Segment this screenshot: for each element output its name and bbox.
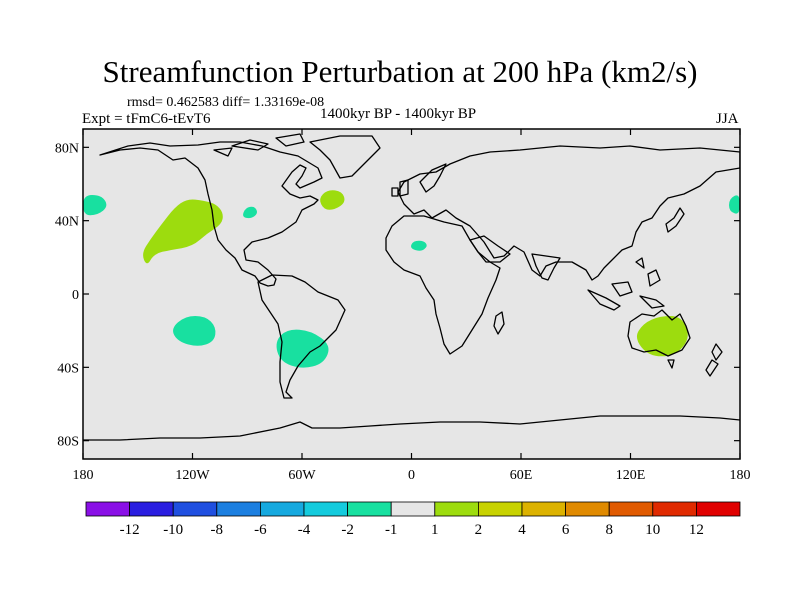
anomaly-south-america-negative <box>276 329 329 368</box>
colorbar-swatch <box>521 501 566 517</box>
colorbar-swatch <box>216 501 261 517</box>
axes-layer: 180 120W 60W 0 60E 120E 180 80N 40N 0 40S 80S <box>55 129 751 483</box>
anomaly-north-atlantic-positive <box>320 190 345 210</box>
colorbar: -12 -10 -8 -6 -4 -2 -1 1 2 4 6 8 10 12 <box>85 501 741 538</box>
x-tick-label: 180 <box>730 468 751 483</box>
colorbar-label: -8 <box>211 522 224 538</box>
colorbar-label: 8 <box>605 522 613 538</box>
colorbar-swatch <box>434 501 479 517</box>
stats-text: rmsd= 0.462583 diff= 1.33169e-08 <box>127 95 325 110</box>
colorbar-swatch <box>608 501 654 517</box>
colorbar-swatch <box>696 501 741 517</box>
colorbar-label: 4 <box>518 522 526 538</box>
y-tick-label: 40S <box>57 361 79 376</box>
colorbar-label: 2 <box>475 522 483 538</box>
coast-se-asia-islands <box>587 257 665 311</box>
colorbar-swatch <box>477 501 523 517</box>
colorbar-label: -6 <box>254 522 267 538</box>
coast-antarctica <box>83 415 740 441</box>
coast-tasmania-nz <box>667 343 723 377</box>
colorbar-swatch <box>259 501 305 517</box>
y-tick-label: 0 <box>72 288 79 303</box>
anomaly-layer <box>83 190 740 368</box>
y-tick-label: 80S <box>57 435 79 450</box>
chart-title: Streamfunction Perturbation at 200 hPa (… <box>102 54 698 89</box>
colorbar-swatch <box>85 501 130 517</box>
coast-eurasia <box>397 145 740 281</box>
colorbar-swatch <box>129 501 174 517</box>
anomaly-sahara-negative <box>411 240 427 251</box>
colorbar-label: 1 <box>431 522 439 538</box>
x-tick-label: 60E <box>510 468 533 483</box>
anomaly-great-lakes-negative <box>243 206 257 219</box>
anomaly-australia-positive <box>636 316 688 357</box>
coast-south-america <box>257 274 346 399</box>
colorbar-label: 10 <box>645 522 660 538</box>
period-label: 1400kyr BP - 1400kyr BP <box>320 106 477 122</box>
x-tick-label: 120W <box>175 468 210 483</box>
coast-arctic-islands <box>213 133 305 157</box>
coast-british-isles <box>391 179 409 197</box>
colorbar-label: 6 <box>562 522 570 538</box>
coastline-layer <box>83 133 740 441</box>
coast-japan <box>665 207 685 233</box>
season-label: JJA <box>716 111 739 127</box>
colorbar-label: 12 <box>689 522 704 538</box>
colorbar-swatch <box>347 501 392 517</box>
colorbar-swatch <box>390 501 436 517</box>
colorbar-label: -12 <box>120 522 140 538</box>
coast-greenland <box>309 135 381 179</box>
colorbar-swatch <box>303 501 348 517</box>
colorbar-label: -1 <box>385 522 398 538</box>
x-tick-label: 120E <box>616 468 646 483</box>
anomaly-south-pacific-negative <box>173 316 216 346</box>
anomaly-north-pacific-positive <box>143 199 223 264</box>
x-tick-label: 180 <box>73 468 94 483</box>
coast-australia <box>627 309 691 357</box>
colorbar-swatch <box>652 501 697 517</box>
coast-madagascar <box>493 311 505 335</box>
x-tick-label: 0 <box>408 468 415 483</box>
y-tick-label: 80N <box>55 141 79 156</box>
coast-africa <box>385 215 501 355</box>
coast-north-america <box>99 141 323 287</box>
anomaly-pacific-east-edge-negative <box>729 195 740 214</box>
colorbar-label: -10 <box>163 522 183 538</box>
colorbar-label: -2 <box>341 522 354 538</box>
colorbar-label: -4 <box>298 522 311 538</box>
coast-arabia <box>469 235 511 263</box>
y-tick-label: 40N <box>55 215 79 230</box>
colorbar-swatch <box>565 501 610 517</box>
x-tick-label: 60W <box>288 468 316 483</box>
anomaly-pacific-west-edge-negative <box>83 195 107 216</box>
map-background <box>83 129 740 459</box>
coast-scandinavia <box>419 163 447 193</box>
coast-india <box>531 253 561 281</box>
experiment-label: Expt = tFmC6-tEvT6 <box>82 111 211 127</box>
colorbar-swatch <box>172 501 218 517</box>
